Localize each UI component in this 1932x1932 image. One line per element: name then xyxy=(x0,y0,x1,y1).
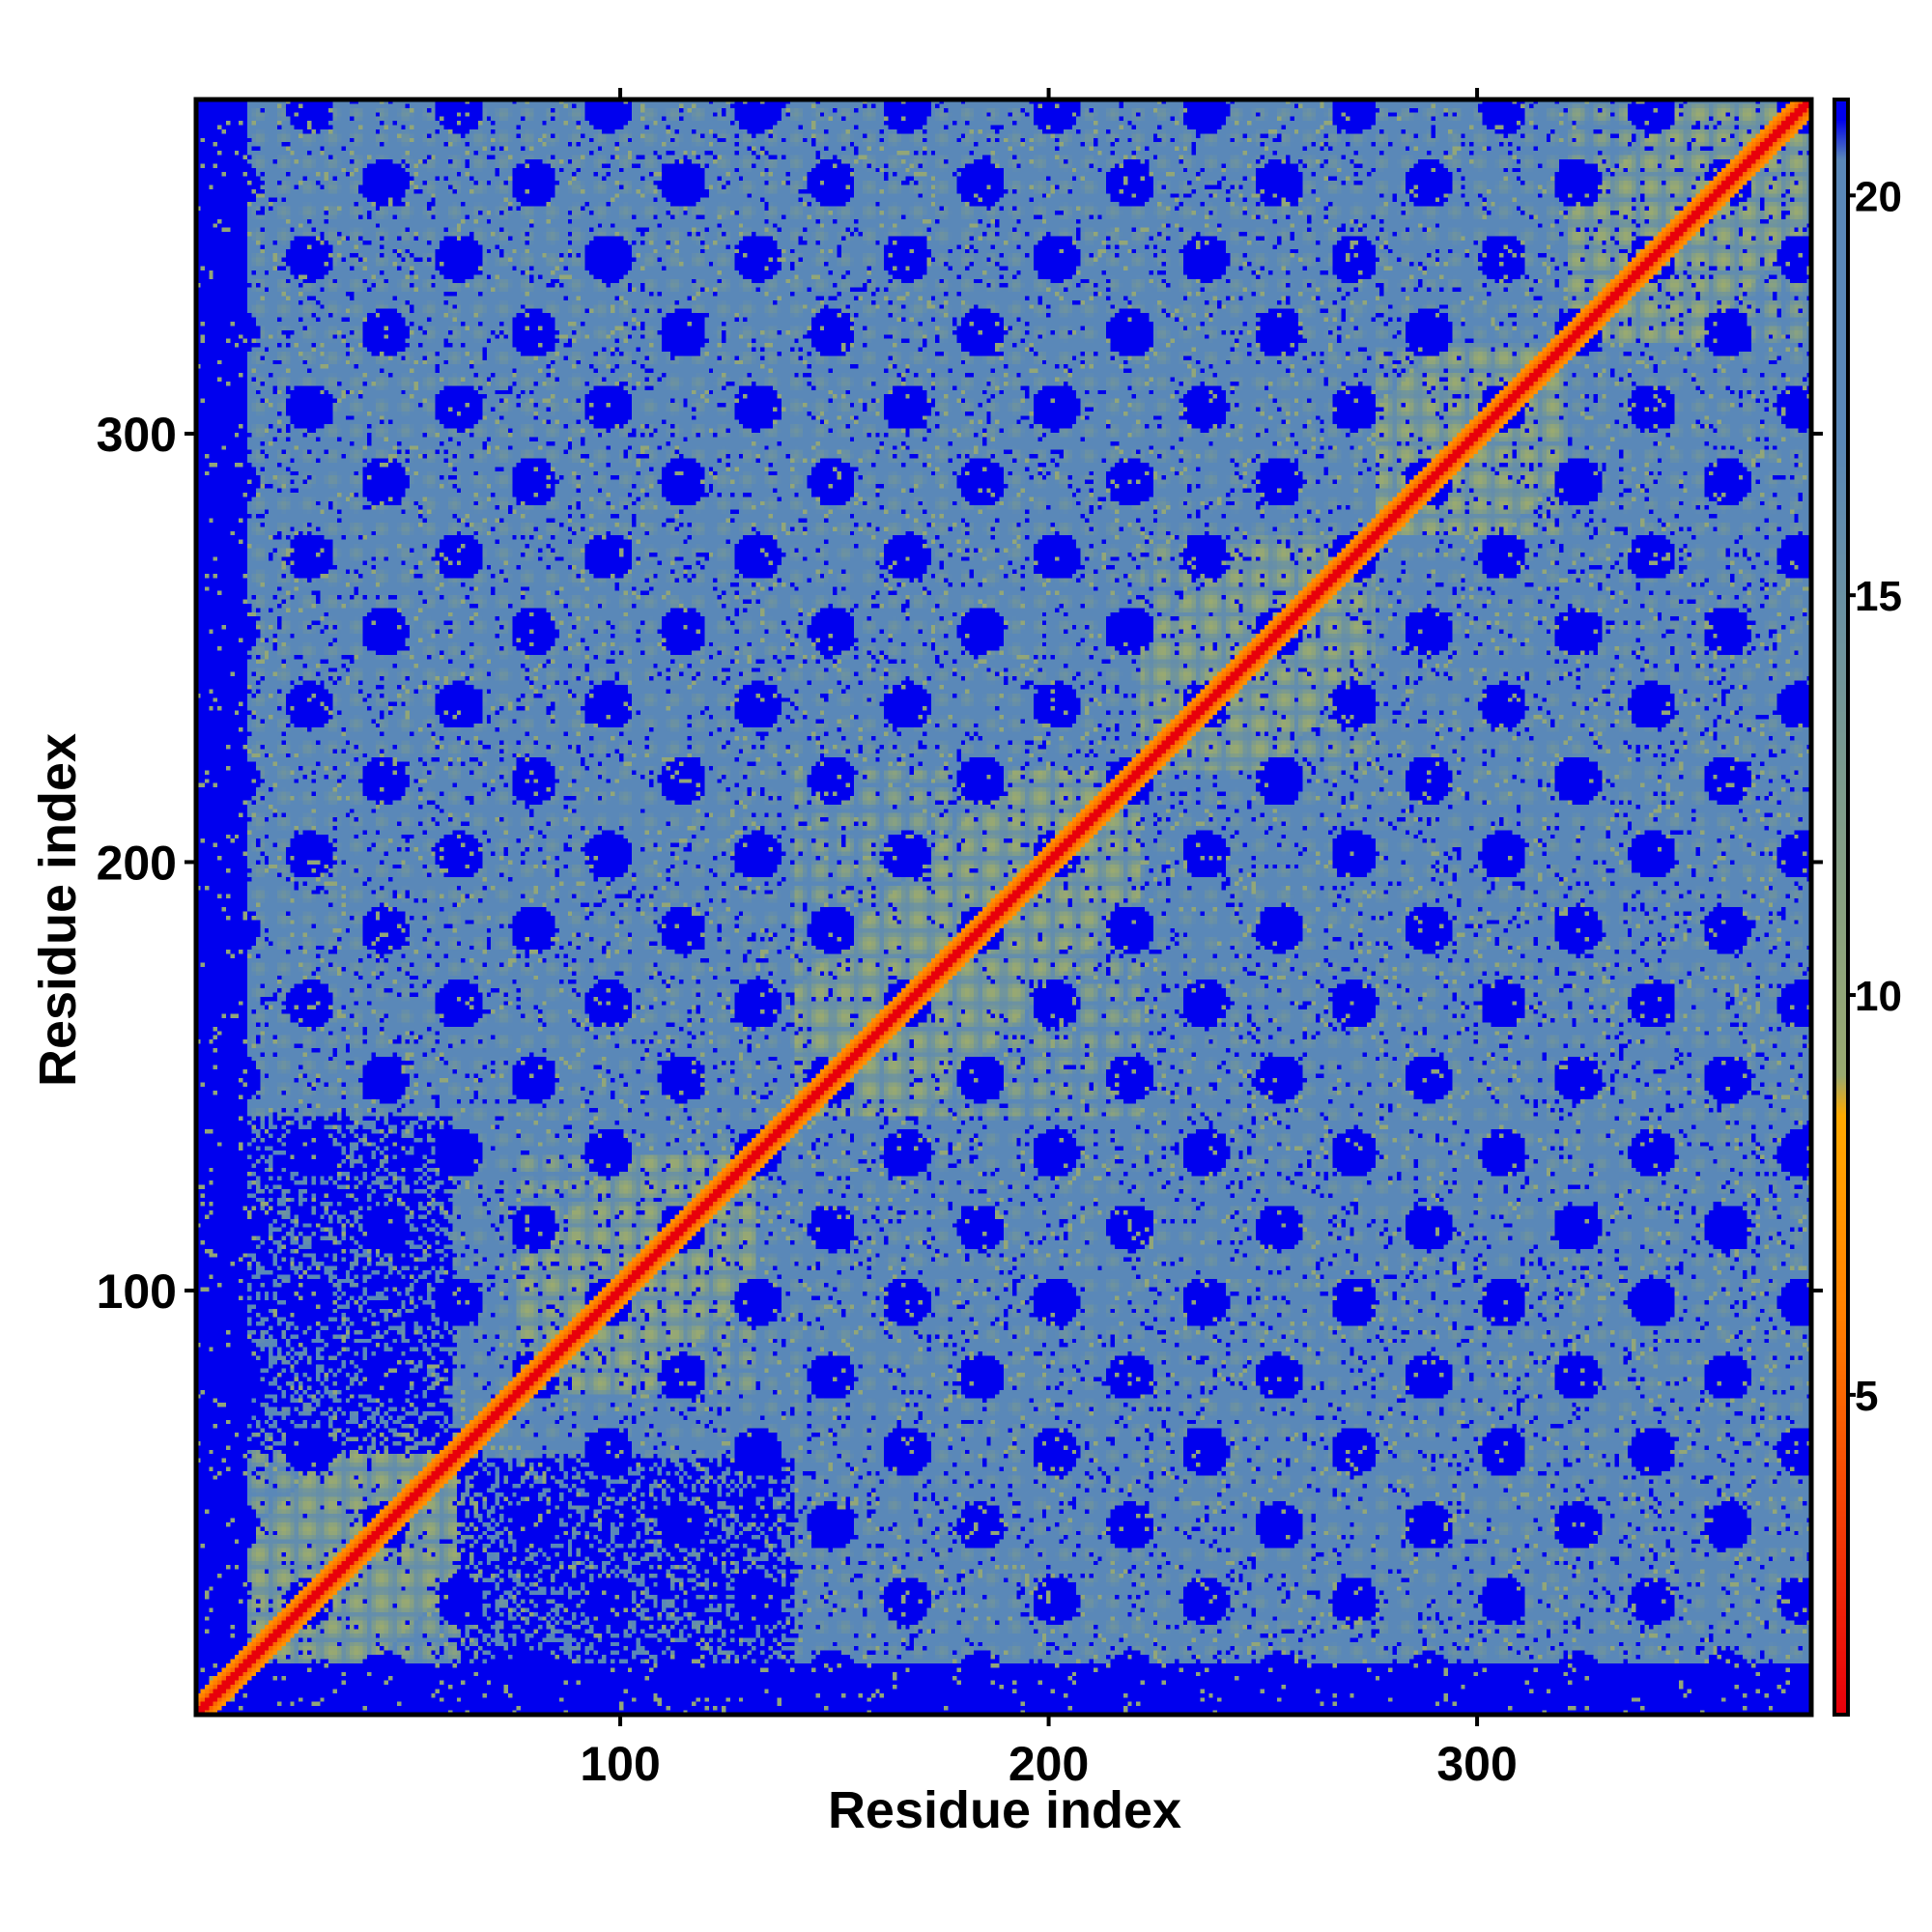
colorbar-tick-label: 20 xyxy=(1855,173,1902,220)
colorbar-gradient xyxy=(1834,101,1848,1715)
x-axis-label: Residue index xyxy=(828,1781,1181,1839)
colorbar-frame xyxy=(1833,98,1850,1717)
heatmap xyxy=(196,99,1811,1715)
x-tick-label: 300 xyxy=(1436,1737,1517,1791)
plot-frame xyxy=(193,97,1814,1718)
colorbar-tick-label: 5 xyxy=(1855,1373,1878,1420)
y-tick-label: 100 xyxy=(97,1264,177,1319)
x-tick-label: 100 xyxy=(580,1737,660,1791)
y-tick-label: 300 xyxy=(97,408,177,462)
y-tick-label: 200 xyxy=(97,836,177,890)
y-axis-label: Residue index xyxy=(29,733,87,1087)
colorbar-ticks: 5 10 15 20 xyxy=(1848,173,1902,1420)
x-tick-label: 200 xyxy=(1009,1737,1089,1791)
x-axis-ticks: 100 200 300 xyxy=(580,88,1518,1791)
colorbar-tick-label: 10 xyxy=(1855,973,1902,1020)
y-axis-ticks: 100 200 300 xyxy=(97,408,1823,1319)
colorbar-tick-label: 15 xyxy=(1855,573,1902,620)
